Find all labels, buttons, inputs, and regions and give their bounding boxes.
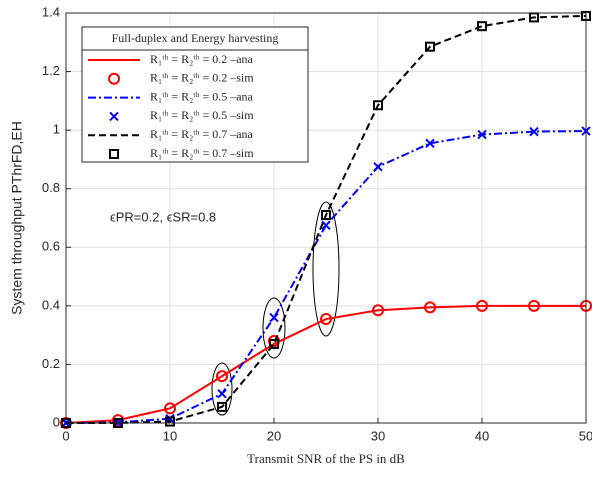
marker bbox=[425, 41, 435, 52]
annotation: ϵPR=0.2, ϵSR=0.8 bbox=[110, 209, 216, 224]
legend-title: Full-duplex and Energy harvesting bbox=[112, 31, 279, 45]
marker bbox=[373, 100, 383, 111]
legend-label: R₁ᵗʰ = R₂ᵗʰ = 0.7 –ana bbox=[150, 127, 254, 141]
x-tick-label: 0 bbox=[62, 428, 69, 443]
marker bbox=[425, 138, 435, 149]
y-tick-label: 1.4 bbox=[42, 4, 60, 19]
series-line bbox=[66, 14, 587, 424]
legend-label: R₁ᵗʰ = R₂ᵗʰ = 0.5 –ana bbox=[150, 89, 254, 103]
x-tick-label: 30 bbox=[371, 428, 385, 443]
marker bbox=[217, 389, 227, 399]
marker bbox=[477, 21, 487, 32]
marker bbox=[164, 402, 176, 415]
y-tick-label: 0.2 bbox=[42, 356, 60, 371]
ellipses bbox=[211, 201, 340, 416]
legend: Full-duplex and Energy harvesting R₁ᵗʰ =… bbox=[81, 26, 309, 163]
y-tick-label: 0.8 bbox=[42, 180, 60, 195]
y-tick-label: 1 bbox=[53, 122, 60, 137]
marker bbox=[372, 304, 384, 317]
marker bbox=[477, 129, 487, 140]
x-tick-label: 10 bbox=[163, 428, 177, 443]
marker bbox=[321, 210, 331, 221]
marker bbox=[424, 301, 436, 314]
legend-label: R₁ᵗʰ = R₂ᵗʰ = 0.2 –sim bbox=[150, 71, 254, 85]
marker bbox=[109, 149, 119, 159]
ellipse bbox=[262, 297, 286, 359]
x-tick-label: 50 bbox=[579, 428, 592, 443]
y-tick-label: 0.6 bbox=[42, 239, 60, 254]
marker bbox=[476, 299, 488, 312]
marker bbox=[321, 220, 331, 231]
marker bbox=[217, 401, 227, 412]
marker bbox=[109, 111, 119, 122]
series-line bbox=[65, 304, 586, 424]
marker bbox=[108, 72, 120, 85]
x-axis-label: Transmit SNR of the PS in dB bbox=[247, 451, 405, 466]
marker bbox=[373, 162, 383, 172]
legend-label: R₁ᵗʰ = R₂ᵗʰ = 0.2 –ana bbox=[150, 52, 254, 66]
marker bbox=[529, 126, 539, 137]
marker bbox=[216, 370, 228, 383]
y-axis-label: System throughput PThrFD,EH bbox=[9, 121, 25, 315]
legend-label: R₁ᵗʰ = R₂ᵗʰ = 0.5 –sim bbox=[150, 108, 254, 122]
marker bbox=[528, 299, 540, 312]
marker bbox=[320, 313, 332, 326]
x-tick-label: 40 bbox=[475, 428, 489, 443]
legend-label: R₁ᵗʰ = R₂ᵗʰ = 0.7 –sim bbox=[150, 146, 254, 160]
y-tick-label: 0 bbox=[53, 414, 60, 429]
marker bbox=[165, 416, 175, 427]
plot bbox=[60, 10, 592, 429]
x-tick-label: 20 bbox=[267, 428, 281, 443]
marker bbox=[269, 312, 279, 323]
y-tick-label: 1.2 bbox=[42, 63, 60, 78]
y-tick-label: 0.4 bbox=[42, 297, 60, 312]
marker bbox=[269, 338, 279, 349]
ellipse bbox=[211, 362, 233, 416]
axes-box bbox=[65, 12, 587, 424]
ellipse bbox=[312, 201, 340, 337]
